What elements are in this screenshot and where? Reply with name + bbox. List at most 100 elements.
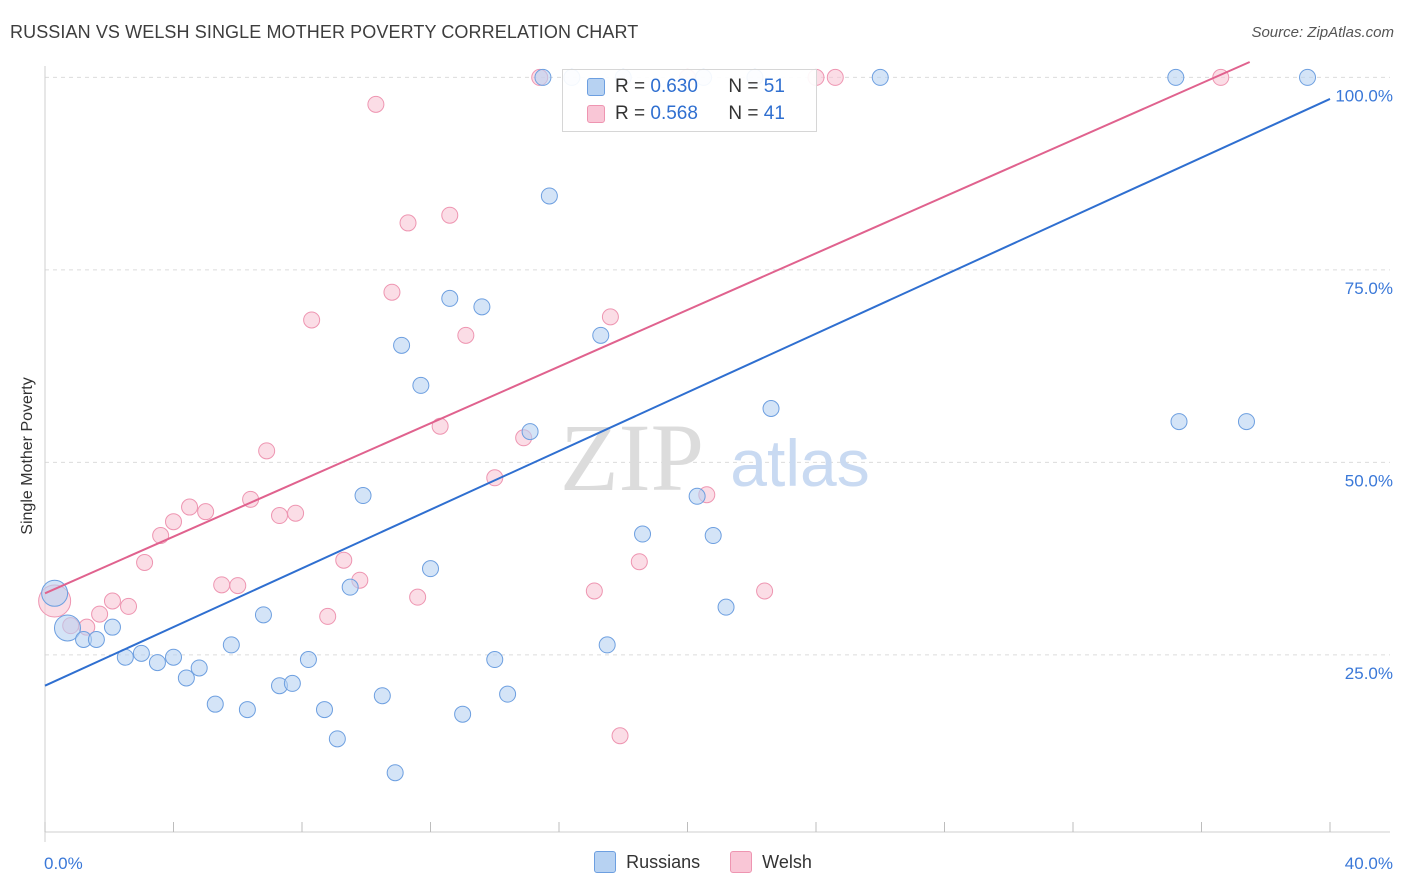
russian-point	[1170, 413, 1188, 431]
welsh-point	[165, 513, 182, 531]
y-tick-label: 25.0%	[1345, 664, 1393, 683]
russian-point	[422, 560, 439, 578]
welsh-point	[197, 503, 215, 521]
russian-point	[762, 400, 780, 417]
russians-swatch	[587, 78, 605, 96]
welsh-point	[303, 311, 321, 329]
russian-point	[688, 487, 706, 505]
welsh-point	[399, 214, 417, 232]
series-legend: Russians Welsh	[0, 851, 1406, 873]
russian-point	[1237, 413, 1255, 431]
russian-point	[148, 654, 166, 672]
grid-lines	[45, 76, 1390, 656]
welsh-legend-label: Welsh	[762, 851, 812, 872]
russian-point	[190, 659, 208, 677]
russian-point	[486, 651, 504, 669]
y-tick-label: 50.0%	[1345, 471, 1393, 490]
x-tick-label-max: 40.0%	[1345, 854, 1393, 873]
russian-point	[103, 618, 121, 636]
welsh-point	[152, 527, 170, 545]
legend-item-russians: Russians	[594, 851, 700, 873]
russian-point	[206, 695, 224, 713]
welsh-point	[229, 577, 247, 595]
welsh-point	[409, 588, 427, 606]
russian-point	[283, 674, 301, 692]
watermark: ZIP atlas	[560, 404, 870, 511]
welsh-point	[826, 68, 844, 86]
tick-labels: 25.0% 50.0% 75.0% 100.0% 0.0% 40.0%	[44, 86, 1393, 873]
russian-point	[393, 336, 411, 354]
russian-point	[1167, 68, 1185, 86]
russian-point	[222, 636, 240, 654]
welsh-point	[367, 95, 385, 113]
y-tick-label: 75.0%	[1345, 279, 1393, 298]
russian-point	[165, 648, 182, 666]
russian-point	[53, 614, 81, 642]
russians-r-label: R =	[615, 76, 646, 97]
russian-point	[412, 376, 430, 394]
chart-title: RUSSIAN VS WELSH SINGLE MOTHER POVERTY C…	[10, 22, 639, 42]
welsh-point	[335, 551, 353, 569]
welsh-trend-line	[44, 61, 1251, 595]
russian-point	[354, 487, 372, 505]
russian-point	[1299, 68, 1317, 86]
welsh-point	[91, 605, 109, 623]
welsh-point	[611, 727, 629, 745]
welsh-legend-swatch	[730, 851, 753, 873]
russian-point	[521, 423, 539, 441]
welsh-point	[213, 576, 231, 594]
russian-point	[373, 687, 391, 705]
russian-point	[499, 685, 517, 703]
russian-point	[871, 68, 889, 86]
legend-row-russians: R = 0.630 N = 51	[587, 73, 785, 101]
x-tick-label-min: 0.0%	[44, 854, 83, 873]
welsh-point	[271, 507, 289, 525]
russian-point	[87, 631, 105, 648]
russian-point	[592, 326, 610, 344]
axes	[44, 66, 1390, 842]
y-axis-label: Single Mother Poverty	[19, 377, 36, 535]
russians-legend-swatch	[594, 851, 617, 873]
welsh-swatch	[587, 105, 605, 123]
welsh-point	[319, 607, 337, 625]
russian-point	[254, 606, 272, 624]
welsh-point	[103, 592, 121, 610]
russians-n-value: 51	[763, 76, 785, 97]
russian-point	[441, 289, 459, 307]
welsh-n-label: N =	[728, 103, 759, 124]
russians-trend-line	[44, 98, 1331, 687]
welsh-point	[383, 283, 401, 301]
watermark-atlas: atlas	[730, 426, 869, 500]
russian-point	[540, 187, 558, 205]
welsh-r-label: R =	[615, 103, 646, 124]
russians-r-value: 0.630	[650, 76, 698, 97]
welsh-point	[441, 206, 459, 224]
legend-row-welsh: R = 0.568 N = 41	[587, 100, 785, 128]
russian-point	[386, 764, 404, 782]
russian-point	[341, 578, 359, 596]
russian-point	[717, 598, 735, 616]
russians-n-label: N =	[728, 76, 759, 97]
russian-point	[315, 701, 333, 719]
source-label: Source: ZipAtlas.com	[1251, 24, 1394, 41]
russian-point	[534, 68, 552, 86]
welsh-point	[181, 498, 199, 516]
russians-legend-label: Russians	[626, 851, 701, 872]
russian-point	[634, 525, 652, 543]
russian-point	[473, 298, 491, 316]
welsh-n-value: 41	[763, 103, 785, 124]
russian-point	[598, 636, 616, 654]
trend-lines	[44, 61, 1331, 687]
welsh-point	[630, 553, 648, 571]
russian-point	[132, 644, 150, 662]
welsh-point	[120, 597, 138, 615]
welsh-point	[601, 308, 619, 326]
watermark-zip: ZIP	[560, 404, 704, 511]
welsh-point	[585, 582, 603, 600]
russian-point	[328, 730, 346, 748]
welsh-point	[756, 582, 774, 600]
welsh-point	[258, 442, 276, 460]
russian-point	[704, 527, 722, 545]
welsh-point	[136, 554, 154, 571]
welsh-r-value: 0.568	[650, 103, 698, 124]
